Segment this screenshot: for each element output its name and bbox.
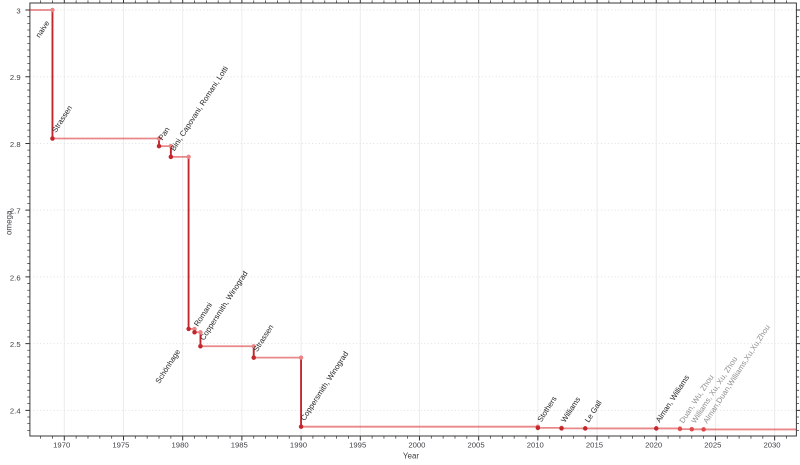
svg-text:2.7: 2.7 [10, 207, 21, 216]
svg-text:2020: 2020 [645, 441, 662, 450]
svg-text:1980: 1980 [172, 441, 189, 450]
svg-text:2030: 2030 [763, 441, 780, 450]
svg-text:2.4: 2.4 [10, 407, 21, 416]
svg-text:omega: omega [5, 210, 14, 235]
svg-text:1975: 1975 [112, 441, 129, 450]
svg-text:2005: 2005 [468, 441, 485, 450]
svg-text:2.8: 2.8 [10, 140, 21, 149]
svg-text:1990: 1990 [290, 441, 307, 450]
svg-text:2000: 2000 [408, 441, 425, 450]
svg-text:2010: 2010 [527, 441, 544, 450]
svg-text:Year: Year [403, 452, 420, 460]
svg-text:2025: 2025 [704, 441, 721, 450]
svg-text:2.6: 2.6 [10, 273, 21, 282]
svg-text:3: 3 [16, 6, 20, 15]
svg-text:2.5: 2.5 [10, 340, 21, 349]
svg-text:1985: 1985 [231, 441, 248, 450]
svg-text:2.9: 2.9 [10, 73, 21, 82]
svg-text:1970: 1970 [53, 441, 70, 450]
svg-text:1995: 1995 [349, 441, 366, 450]
svg-text:2015: 2015 [586, 441, 603, 450]
